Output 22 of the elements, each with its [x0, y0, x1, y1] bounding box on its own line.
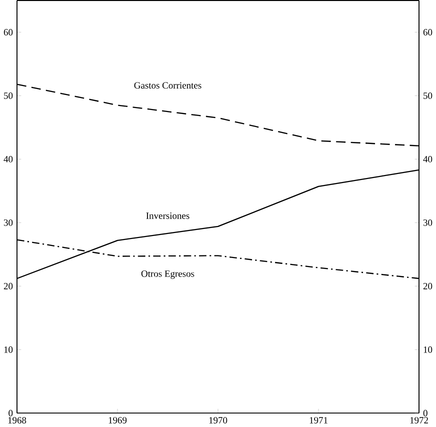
series-label: Inversiones: [146, 212, 190, 219]
x-tick-label: 1969: [108, 417, 127, 424]
y2-tick-label: 20: [423, 282, 432, 290]
y2-tick-label: 40: [423, 156, 432, 162]
y-tick-label: 30: [4, 219, 13, 226]
y-tick-label: 0: [8, 410, 13, 416]
y-tick-label: 50: [4, 92, 13, 99]
y2-tick-label: 50: [424, 92, 432, 99]
series-label: Gastos Corrientes: [134, 82, 202, 89]
y2-tick-label: 60: [423, 29, 432, 36]
y-tick-label: 60: [4, 29, 13, 36]
x-tick-label: 1972: [410, 417, 428, 424]
y-tick-label: 20: [4, 282, 13, 290]
x-tick-label: 1968: [8, 417, 26, 424]
series-label: Otros Egresos: [141, 270, 194, 279]
y2-tick-label: 30: [423, 219, 432, 226]
y2-tick-label: 10: [424, 346, 432, 353]
x-tick-label: 1971: [310, 417, 328, 424]
y-tick-label: 40: [4, 156, 13, 162]
x-tick-label: 1970: [209, 417, 228, 424]
y-tick-label: 10: [4, 346, 13, 353]
y2-tick-label: 0: [423, 410, 428, 416]
